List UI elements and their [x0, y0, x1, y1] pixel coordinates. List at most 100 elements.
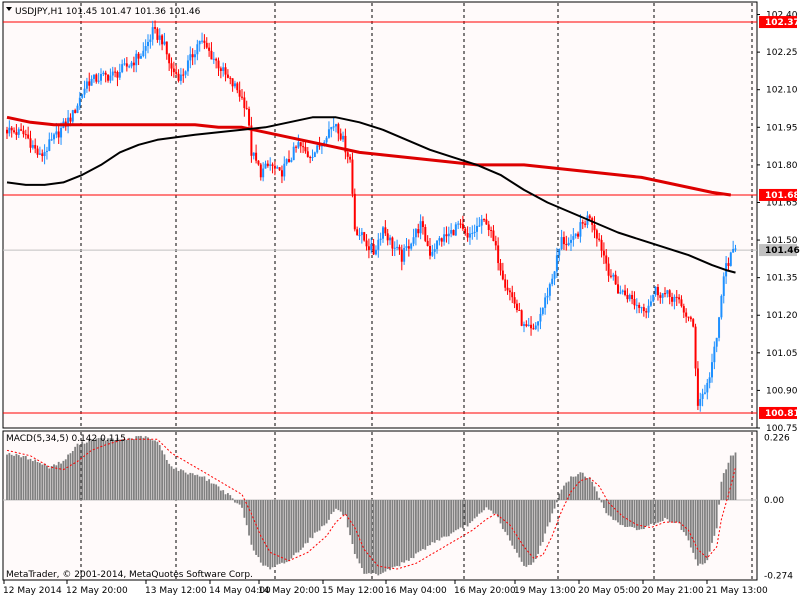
candle-body	[588, 215, 591, 219]
macd-bar	[638, 499, 641, 530]
macd-bar	[541, 499, 544, 543]
macd-bar	[377, 499, 380, 576]
candle-body	[365, 240, 368, 247]
candle-body	[111, 71, 114, 76]
candle-body	[121, 64, 124, 73]
macd-bar	[46, 465, 48, 500]
candle-body	[487, 224, 490, 230]
macd-bar	[490, 499, 492, 511]
macd-bar	[201, 476, 203, 500]
macd-bar	[118, 439, 121, 500]
candle-body	[715, 337, 718, 347]
macd-bar	[76, 443, 79, 500]
macd-bar	[278, 499, 281, 564]
macd-bar	[198, 476, 201, 500]
candle-body	[330, 127, 333, 130]
candle-body	[318, 145, 321, 147]
symbol-dropdown-icon[interactable]	[6, 7, 12, 11]
candle-body	[600, 239, 603, 251]
macd-bar	[372, 499, 375, 574]
candle-body	[638, 304, 641, 308]
macd-bar	[499, 499, 502, 524]
macd-bar	[605, 499, 608, 514]
macd-bar	[570, 476, 572, 500]
candle-body	[567, 242, 570, 246]
candle-body	[135, 53, 138, 66]
candle-body	[464, 228, 467, 233]
macd-bar	[417, 499, 420, 553]
macd-bar	[245, 499, 248, 526]
macd-bar	[711, 499, 713, 543]
candle-body	[384, 227, 387, 234]
candle-body	[43, 151, 46, 157]
macd-bar	[619, 499, 622, 525]
candle-body	[602, 250, 605, 256]
candle-body	[527, 324, 530, 327]
level-badge-bg	[759, 406, 797, 419]
price-tick-label: 101.80	[766, 161, 798, 171]
candle-body	[635, 304, 638, 306]
candle-body	[130, 62, 133, 67]
macd-bar	[264, 499, 267, 566]
candle-body	[541, 307, 544, 314]
candle-body	[13, 130, 16, 133]
candle-body	[483, 219, 486, 221]
candle-body	[313, 152, 316, 158]
candle-body	[732, 248, 735, 253]
candle-body	[631, 295, 634, 300]
price-tick-label: 101.20	[766, 311, 798, 321]
macd-bar	[285, 499, 288, 563]
candle-body	[224, 67, 227, 75]
candle-body	[351, 159, 354, 194]
macd-bar	[17, 455, 20, 500]
macd-bar	[577, 474, 579, 500]
macd-bar	[633, 499, 636, 528]
macd-bar	[114, 440, 116, 500]
macd-bar	[419, 499, 422, 551]
macd-bar	[196, 474, 199, 500]
candle-body	[231, 78, 234, 87]
macd-bar	[109, 438, 112, 500]
level-badge-bg	[759, 188, 797, 201]
macd-bar	[34, 459, 37, 500]
candle-body	[299, 142, 302, 147]
candle-body	[617, 284, 619, 294]
candle-body	[720, 295, 723, 318]
macd-bar	[398, 499, 401, 567]
macd-bar	[71, 451, 74, 500]
macd-bar	[217, 486, 220, 500]
candle-body	[151, 27, 154, 40]
candle-body	[668, 290, 671, 297]
candle-body	[584, 223, 587, 225]
candle-body	[389, 237, 392, 241]
macd-bar	[631, 499, 633, 527]
candle-body	[372, 244, 375, 255]
macd-bar	[302, 499, 304, 548]
candle-body	[342, 135, 345, 140]
macd-bar	[219, 490, 222, 500]
candle-body	[520, 310, 523, 326]
macd-bar	[694, 499, 697, 560]
macd-bar	[50, 466, 53, 500]
candle-body	[379, 238, 382, 240]
candle-body	[257, 160, 260, 165]
candle-body	[31, 145, 34, 148]
candle-body	[201, 40, 204, 42]
macd-bar	[598, 497, 601, 500]
time-tick-label: 12 May 20:00	[66, 586, 128, 596]
macd-bar	[271, 499, 274, 568]
macd-bar	[626, 499, 629, 527]
macd-bar	[236, 499, 239, 504]
macd-bar	[553, 499, 556, 509]
macd-bar	[10, 454, 13, 500]
macd-bar	[661, 499, 664, 522]
macd-bar	[325, 499, 328, 524]
macd-bar	[78, 444, 81, 500]
macd-bar	[692, 499, 695, 553]
macd-tick-label: -0.274	[764, 572, 793, 582]
price-tick-label: 101.95	[766, 123, 798, 133]
candle-body	[142, 50, 145, 56]
macd-bar	[337, 499, 340, 511]
macd-bar	[454, 499, 457, 531]
